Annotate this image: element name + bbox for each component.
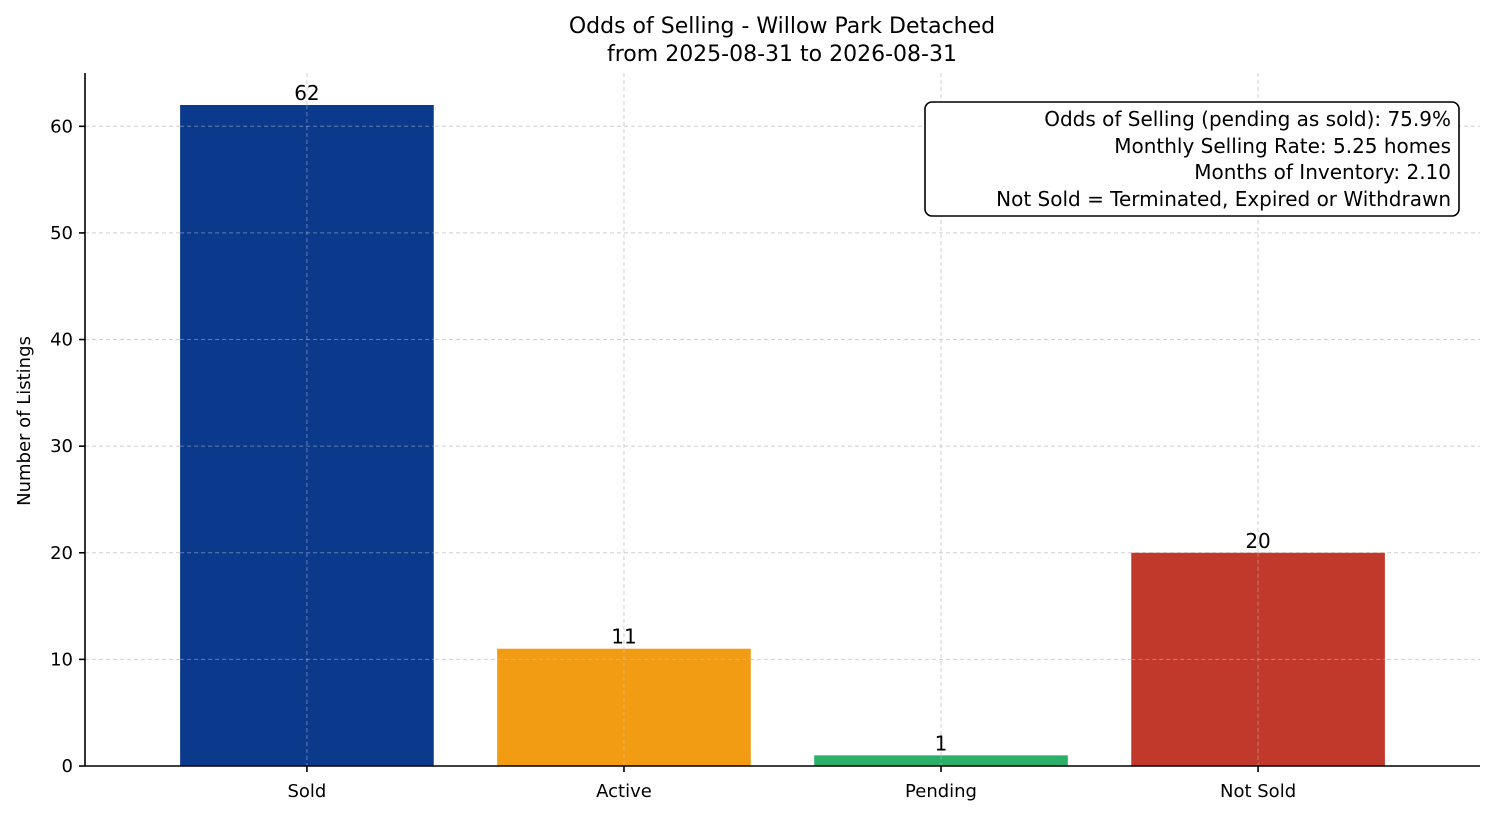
bar-value-label: 62	[294, 81, 319, 105]
bar-not-sold	[1131, 552, 1385, 766]
bar-sold	[180, 104, 434, 766]
bar-pending	[814, 755, 1068, 766]
bar-value-label: 20	[1245, 529, 1270, 553]
annotation-line-4: Not Sold = Terminated, Expired or Withdr…	[996, 187, 1451, 211]
y-tick-label: 0	[62, 756, 73, 777]
y-tick-label: 40	[50, 330, 73, 351]
y-tick-label: 60	[50, 116, 73, 137]
bar-value-label: 11	[611, 625, 636, 649]
chart-title-line-1: Odds of Selling - Willow Park Detached	[569, 14, 995, 39]
x-tick-label: Active	[596, 781, 652, 802]
y-tick-label: 30	[50, 436, 73, 457]
x-tick-label: Not Sold	[1220, 781, 1296, 802]
y-tick-label: 50	[50, 223, 73, 244]
x-tick-label: Sold	[287, 781, 326, 802]
annotation-line-3: Months of Inventory: 2.10	[1194, 160, 1451, 184]
annotation-box: Odds of Selling (pending as sold): 75.9%…	[924, 101, 1460, 217]
chart-title-line-2: from 2025-08-31 to 2026-08-31	[607, 42, 957, 67]
annotation-line-1: Odds of Selling (pending as sold): 75.9%	[1044, 107, 1451, 131]
bars	[180, 104, 1385, 766]
annotation-line-2: Monthly Selling Rate: 5.25 homes	[1114, 134, 1451, 158]
bar-value-label: 1	[935, 731, 948, 755]
x-tick-label: Pending	[905, 781, 977, 802]
labels: 0 10 20 30 40 50 60 Sold Active Pending Not Sold 62…	[50, 81, 1296, 802]
axes	[79, 73, 1480, 772]
y-tick-label: 20	[50, 543, 73, 564]
y-axis-label: Number of Listings	[14, 336, 35, 506]
annotation-frame	[924, 101, 1460, 217]
y-tick-label: 10	[50, 649, 73, 670]
bar-active	[497, 648, 751, 766]
